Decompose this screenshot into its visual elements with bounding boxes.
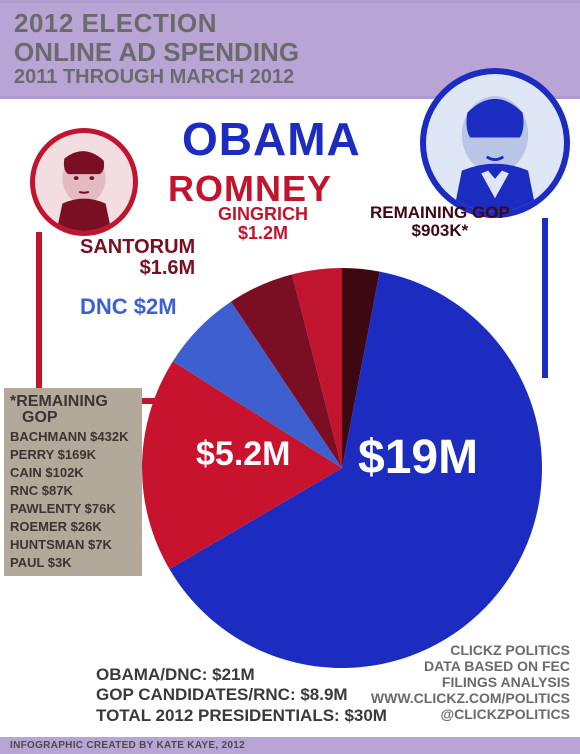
gop-row: PERRY $169K bbox=[10, 444, 136, 462]
remaining-gop-box: *REMAINING GOP BACHMANN $432KPERRY $169K… bbox=[4, 388, 142, 576]
romney-connector-v bbox=[36, 232, 42, 402]
gop-box-title1: *REMAINING bbox=[10, 394, 136, 410]
gop-row: PAUL $3K bbox=[10, 552, 136, 570]
source-line5: @CLICKZPOLITICS bbox=[371, 706, 570, 722]
romney-portrait-icon bbox=[35, 133, 133, 231]
gop-row: PAWLENTY $76K bbox=[10, 498, 136, 516]
totals-line1: OBAMA/DNC: $21M bbox=[96, 665, 387, 685]
gop-row: RNC $87K bbox=[10, 480, 136, 498]
obama-portrait bbox=[420, 68, 570, 218]
gop-row: BACHMANN $432K bbox=[10, 426, 136, 444]
source-line1: CLICKZ POLITICS bbox=[371, 642, 570, 658]
obama-value-label: $19M bbox=[358, 430, 478, 485]
obama-portrait-icon bbox=[426, 74, 564, 212]
header-line2: ONLINE AD SPENDING bbox=[14, 38, 566, 67]
source-block: CLICKZ POLITICS DATA BASED ON FEC FILING… bbox=[371, 642, 570, 722]
source-line2: DATA BASED ON FEC bbox=[371, 658, 570, 674]
romney-portrait bbox=[30, 128, 138, 236]
gop-row: HUNTSMAN $7K bbox=[10, 534, 136, 552]
totals-block: OBAMA/DNC: $21M GOP CANDIDATES/RNC: $8.9… bbox=[96, 665, 387, 726]
obama-name: OBAMA bbox=[182, 112, 361, 166]
source-line3: FILINGS ANALYSIS bbox=[371, 674, 570, 690]
totals-line3: TOTAL 2012 PRESIDENTIALS: $30M bbox=[96, 706, 387, 726]
credit-bar: INFOGRAPHIC CREATED BY KATE KAYE, 2012 bbox=[0, 737, 580, 754]
gop-box-title2: GOP bbox=[10, 410, 136, 426]
remaining-label: REMAINING GOP $903K* bbox=[370, 204, 510, 240]
romney-value-label: $5.2M bbox=[196, 435, 291, 474]
gingrich-label: GINGRICH $1.2M bbox=[218, 205, 308, 243]
gop-row: CAIN $102K bbox=[10, 462, 136, 480]
gop-row: ROEMER $26K bbox=[10, 516, 136, 534]
source-line4: WWW.CLICKZ.COM/POLITICS bbox=[371, 690, 570, 706]
totals-line2: GOP CANDIDATES/RNC: $8.9M bbox=[96, 685, 387, 705]
obama-connector bbox=[542, 218, 548, 378]
header-line1: 2012 ELECTION bbox=[14, 9, 566, 38]
